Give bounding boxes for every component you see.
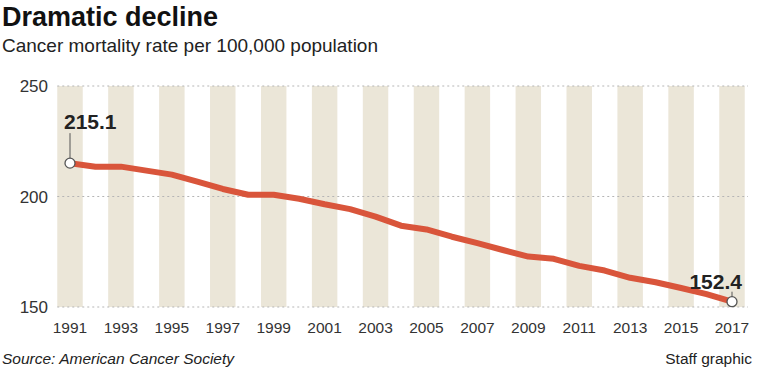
x-tick-label: 2015 [664, 319, 698, 336]
x-tick-label: 2013 [613, 319, 647, 336]
x-tick-label: 1991 [53, 319, 87, 336]
y-tick-label: 250 [20, 77, 48, 96]
x-tick-label: 2017 [715, 319, 749, 336]
bands [57, 86, 744, 307]
x-tick-label: 2005 [409, 319, 443, 336]
credit: Staff graphic [665, 350, 752, 367]
annotation-label: 152.4 [689, 270, 742, 293]
title: Dramatic decline [2, 2, 218, 32]
grid-line [57, 307, 748, 308]
subtitle: Cancer mortality rate per 100,000 popula… [2, 35, 378, 56]
series [70, 163, 732, 302]
x-tick-label: 1995 [155, 319, 189, 336]
grid-line [57, 196, 748, 197]
x-tick-label: 1993 [104, 319, 138, 336]
line [70, 163, 732, 302]
grid-line [57, 86, 748, 87]
x-tick-label: 2011 [563, 319, 596, 336]
x-tick-label: 1997 [206, 319, 240, 336]
annotation-marker [65, 158, 75, 168]
annotation-leader [70, 133, 71, 158]
band [363, 86, 388, 307]
annotation-label: 215.1 [64, 110, 117, 133]
chart: 150 200 250 1991 1993 1995 1997 1999 2001 2003 200… [0, 0, 757, 371]
x-tick-label: 2003 [358, 319, 392, 336]
x-tick-label: 2009 [511, 319, 545, 336]
x-tick-label: 1999 [256, 319, 290, 336]
x-tick-label: 2007 [460, 319, 494, 336]
source: Source: American Cancer Society [2, 350, 235, 367]
x-tick-label: 2001 [307, 319, 341, 336]
grid [57, 86, 748, 307]
y-tick-label: 150 [20, 298, 48, 317]
annotation-marker [727, 297, 737, 307]
y-tick-label: 200 [20, 188, 48, 207]
